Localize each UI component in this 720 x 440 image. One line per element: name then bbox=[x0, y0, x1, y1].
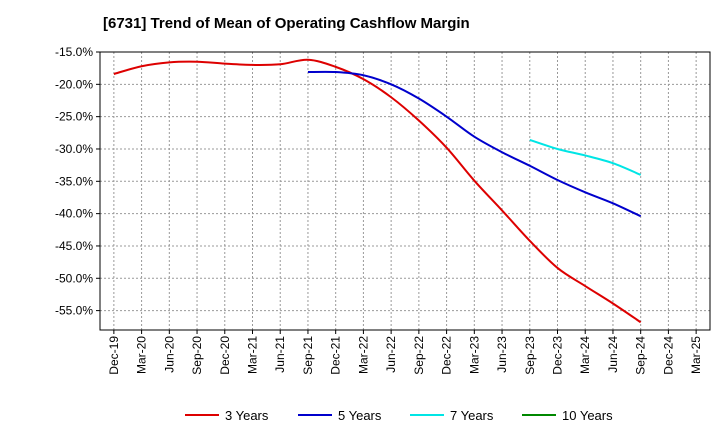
y-tick-label: -20.0% bbox=[55, 77, 93, 91]
y-tick-label: -45.0% bbox=[55, 239, 93, 253]
x-tick-label: Mar-21 bbox=[246, 336, 260, 374]
y-tick-label: -40.0% bbox=[55, 207, 93, 221]
x-tick-label: Jun-21 bbox=[273, 336, 287, 373]
x-axis: Dec-19 Mar-20 Jun-20 Sep-20 Dec-20 Mar-21 Jun-… bbox=[107, 330, 703, 375]
x-tick-label: Mar-20 bbox=[135, 336, 149, 374]
legend-label: 10 Years bbox=[562, 408, 613, 423]
y-tick-label: -30.0% bbox=[55, 142, 93, 156]
x-tick-label: Dec-19 bbox=[107, 336, 121, 375]
legend-label: 3 Years bbox=[225, 408, 269, 423]
x-tick-label: Dec-22 bbox=[440, 336, 454, 375]
series-line-7-years bbox=[529, 138, 642, 176]
x-tick-label: Mar-22 bbox=[356, 336, 370, 374]
x-tick-label: Sep-24 bbox=[634, 336, 648, 375]
legend-label: 5 Years bbox=[338, 408, 382, 423]
y-tick-label: -35.0% bbox=[55, 174, 93, 188]
plot-frame bbox=[99, 51, 711, 331]
x-tick-label: Dec-21 bbox=[329, 336, 343, 375]
legend-label: 7 Years bbox=[450, 408, 494, 423]
series-line-5-years bbox=[307, 70, 642, 218]
series-line-3-years bbox=[113, 58, 642, 324]
y-tick-label: -15.0% bbox=[55, 45, 93, 59]
x-tick-label: Mar-24 bbox=[578, 336, 592, 374]
x-tick-label: Sep-20 bbox=[190, 336, 204, 375]
x-tick-label: Jun-20 bbox=[162, 336, 176, 373]
x-tick-label: Mar-25 bbox=[689, 336, 703, 374]
x-tick-label: Jun-24 bbox=[606, 336, 620, 373]
y-tick-label: -50.0% bbox=[55, 271, 93, 285]
series-lines bbox=[113, 58, 642, 324]
x-tick-label: Dec-24 bbox=[661, 336, 675, 375]
y-axis: -15.0% -20.0% -25.0% -30.0% -35.0% -40.0% -45.… bbox=[55, 45, 100, 318]
x-tick-label: Mar-23 bbox=[467, 336, 481, 374]
x-tick-label: Sep-22 bbox=[412, 336, 426, 375]
x-tick-label: Jun-22 bbox=[384, 336, 398, 373]
legend: 3 Years 5 Years 7 Years 10 Years bbox=[185, 408, 613, 423]
y-tick-label: -25.0% bbox=[55, 110, 93, 124]
x-tick-label: Dec-23 bbox=[551, 336, 565, 375]
x-tick-label: Dec-20 bbox=[218, 336, 232, 375]
x-tick-label: Sep-23 bbox=[523, 336, 537, 375]
plot-area bbox=[100, 52, 710, 330]
chart-title: [6731] Trend of Mean of Operating Cashfl… bbox=[103, 15, 470, 32]
x-tick-label: Jun-23 bbox=[495, 336, 509, 373]
y-tick-label: -55.0% bbox=[55, 304, 93, 318]
x-tick-label: Sep-21 bbox=[301, 336, 315, 375]
